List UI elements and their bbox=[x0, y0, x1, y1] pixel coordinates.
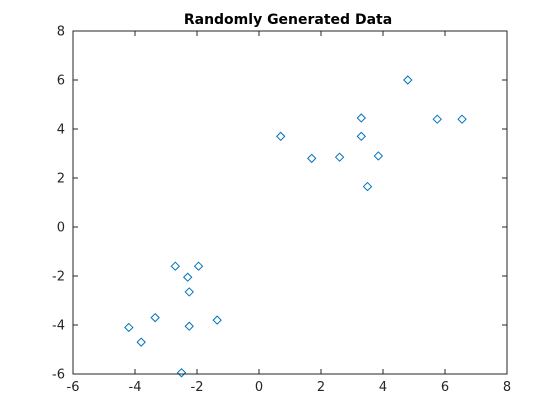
x-tick-label: 6 bbox=[441, 380, 449, 395]
x-tick-label: -6 bbox=[67, 380, 80, 395]
data-point bbox=[356, 113, 367, 123]
data-point bbox=[334, 152, 345, 162]
x-tick-label: 2 bbox=[317, 380, 325, 395]
data-point bbox=[170, 261, 181, 271]
y-tick-label: -2 bbox=[52, 270, 65, 285]
ticks-layer: -6 -4 -2 0 2 4 6 8 -6 -4 -2 0 2 4 6 8 bbox=[52, 25, 511, 396]
x-tick-label: 0 bbox=[255, 380, 263, 395]
chart-title: Randomly Generated Data bbox=[184, 12, 392, 28]
y-tick-label: 8 bbox=[57, 25, 65, 40]
x-tick-label: -2 bbox=[191, 380, 204, 395]
data-point bbox=[184, 321, 194, 331]
data-point bbox=[184, 287, 194, 297]
data-point bbox=[403, 75, 413, 85]
data-point bbox=[150, 312, 160, 323]
data-point bbox=[136, 337, 146, 347]
x-tick-label: 8 bbox=[503, 380, 511, 395]
y-tick-label: 4 bbox=[57, 123, 65, 138]
y-tick-label: -6 bbox=[52, 368, 65, 383]
data-point bbox=[275, 131, 286, 142]
data-point bbox=[306, 153, 317, 164]
x-tick-label: 4 bbox=[379, 380, 387, 395]
y-tick-label: 2 bbox=[57, 172, 65, 187]
axes-box bbox=[72, 30, 508, 375]
data-point bbox=[193, 261, 204, 271]
x-tick-label: -4 bbox=[129, 380, 142, 395]
data-point bbox=[362, 181, 373, 192]
data-point bbox=[176, 368, 187, 378]
points-layer bbox=[124, 75, 467, 378]
data-point bbox=[356, 131, 367, 142]
data-point bbox=[182, 272, 193, 282]
data-point bbox=[212, 315, 222, 325]
data-point bbox=[124, 322, 134, 333]
y-tick-label: -4 bbox=[52, 319, 65, 334]
data-point bbox=[373, 151, 384, 161]
data-point bbox=[432, 114, 442, 124]
y-tick-label: 6 bbox=[57, 74, 65, 89]
y-tick-label: 0 bbox=[57, 221, 65, 236]
data-point bbox=[457, 114, 467, 124]
